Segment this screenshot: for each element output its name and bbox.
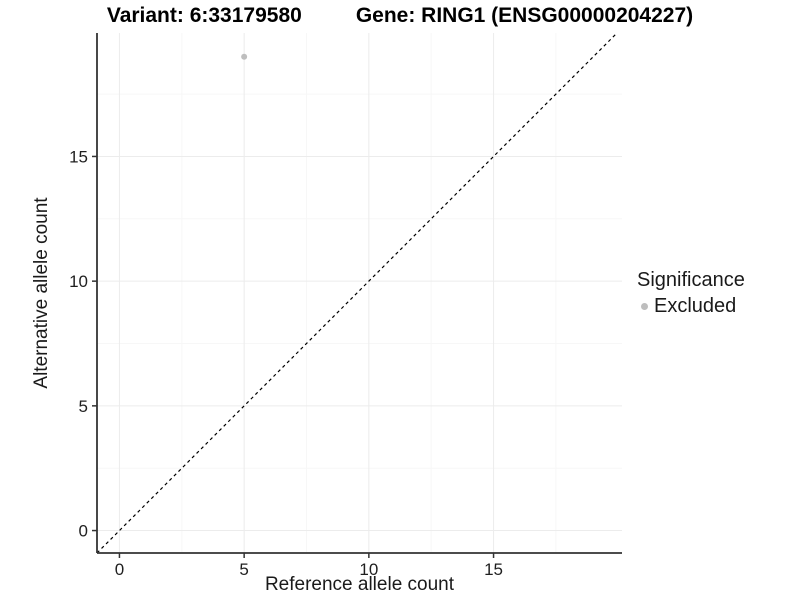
x-tick-label: 15: [484, 560, 503, 579]
legend-title: Significance: [637, 269, 745, 291]
legend-point-icon: [641, 302, 648, 310]
y-axis-title: Alternative allele count: [31, 197, 52, 389]
y-tick-label: 5: [79, 397, 88, 416]
identity-line: [96, 32, 618, 554]
y-tick-label: 15: [69, 147, 88, 166]
x-tick-label: 0: [115, 560, 124, 579]
plot-title: Variant: 6:33179580 Gene: RING1 (ENSG000…: [0, 4, 800, 28]
y-tick-label: 0: [79, 522, 88, 541]
x-axis-title: Reference allele count: [264, 574, 455, 595]
data-point: [241, 53, 248, 60]
legend: Significance Excluded: [637, 268, 745, 317]
variant-title: Variant: 6:33179580: [106, 4, 302, 27]
y-tick-label: 10: [69, 272, 88, 291]
gene-title: Gene: RING1 (ENSG00000204227): [355, 4, 694, 27]
legend-item: Excluded: [637, 295, 745, 317]
legend-item-label: Excluded: [654, 295, 737, 317]
x-tick-label: 10: [359, 560, 378, 579]
x-tick-label: 5: [239, 560, 248, 579]
